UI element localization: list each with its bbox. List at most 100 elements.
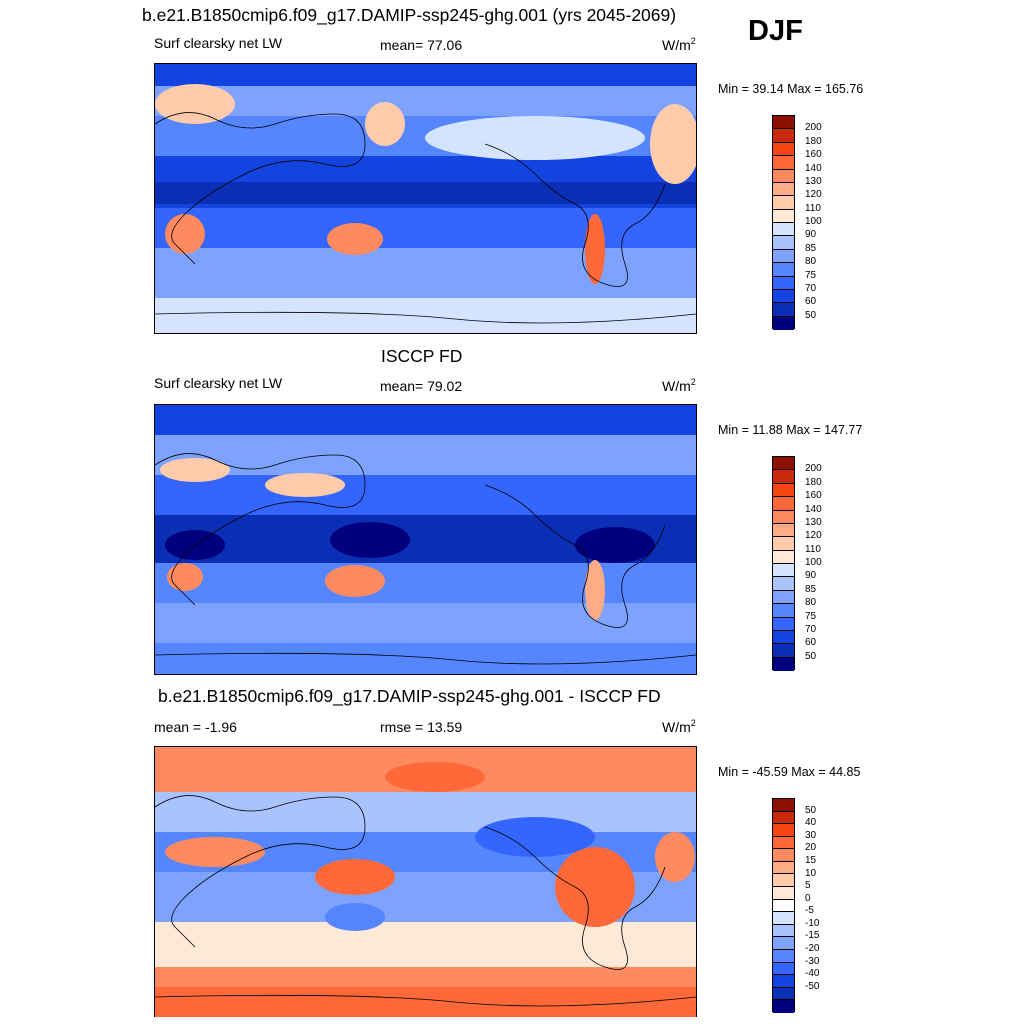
colorbar-swatch	[773, 303, 794, 317]
colorbar-swatch	[773, 483, 794, 498]
colorbar-swatch	[773, 824, 794, 837]
panel1-map	[154, 63, 700, 334]
panel3-units: W/m2	[662, 718, 696, 735]
colorbar-tick-label: 85	[805, 583, 817, 595]
colorbar-swatch	[773, 657, 794, 671]
colorbar-tick-label: 40	[805, 817, 817, 829]
colorbar-swatch	[773, 937, 794, 950]
colorbar-swatch	[773, 849, 794, 862]
colorbar-tick-label: 180	[805, 476, 822, 488]
colorbar-swatch	[773, 196, 794, 210]
panel2-coastline	[154, 453, 366, 606]
colorbar-swatch	[773, 169, 794, 183]
colorbar-tick-label: 5	[805, 880, 811, 892]
panel1-map-svg	[154, 64, 700, 333]
colorbar-swatch	[773, 604, 794, 618]
colorbar-tick-label: 60	[805, 637, 817, 649]
colorbar-tick-label: -20	[805, 943, 820, 955]
colorbar-tick-label: 160	[805, 490, 822, 502]
colorbar-swatch	[773, 874, 794, 888]
panel3-title: b.e21.B1850cmip6.f09_g17.DAMIP-ssp245-gh…	[158, 686, 661, 706]
colorbar-swatch	[773, 962, 794, 976]
panel3-colorbar-swatches	[772, 798, 795, 1013]
colorbar-tick-label: 200	[805, 122, 822, 134]
colorbar-swatch	[773, 470, 794, 484]
panel1-variable-label: Surf clearsky net LW	[154, 35, 283, 51]
colorbar-tick-label: 80	[805, 597, 817, 609]
colorbar-tick-label: 130	[805, 175, 822, 187]
panel1-title: b.e21.B1850cmip6.f09_g17.DAMIP-ssp245-gh…	[142, 5, 677, 25]
colorbar-swatch	[773, 836, 794, 850]
colorbar-swatch	[773, 236, 794, 250]
colorbar-swatch	[773, 156, 794, 170]
colorbar-swatch	[773, 263, 794, 277]
colorbar-tick-label: 20	[805, 842, 817, 854]
panel3-colorbar: 50 40 30 20 15 10 5 0 -5 -10 -15 -20 -30 -40 -50	[772, 798, 819, 1013]
panel1-coastline	[154, 112, 366, 265]
colorbar-tick-label: -15	[805, 930, 820, 942]
colorbar-tick-label: 0	[805, 892, 811, 904]
colorbar-swatch	[773, 249, 794, 264]
colorbar-tick-label: 30	[805, 829, 817, 841]
panel3-map-svg	[154, 747, 697, 1017]
panel1-colorbar: 200 180 160 140 130 120 110 100 90 85 80 75 70 60 50	[772, 115, 822, 330]
colorbar-swatch	[773, 912, 794, 925]
panel3-minmax: Min = -45.59 Max = 44.85	[718, 765, 861, 779]
colorbar-swatch	[773, 577, 794, 591]
colorbar-swatch	[773, 811, 794, 825]
colorbar-swatch	[773, 861, 794, 875]
colorbar-tick-label: 10	[805, 867, 817, 879]
colorbar-tick-label: 50	[805, 804, 817, 816]
colorbar-tick-label: 130	[805, 516, 822, 528]
colorbar-tick-label: 50	[805, 650, 817, 662]
colorbar-tick-label: 75	[805, 610, 817, 622]
panel2-variable-label: Surf clearsky net LW	[154, 375, 283, 391]
panel2-colorbar-swatches	[772, 456, 795, 671]
colorbar-tick-label: 60	[805, 296, 817, 308]
colorbar-tick-label: 110	[805, 543, 821, 555]
panel3-coastline	[154, 795, 366, 948]
colorbar-tick-label: 85	[805, 242, 817, 254]
colorbar-tick-label: 120	[805, 189, 822, 201]
colorbar-swatch	[773, 799, 794, 812]
panel1-mean-label: mean= 77.06	[380, 37, 463, 53]
panel2-units: W/m2	[662, 377, 696, 394]
panel1-minmax: Min = 39.14 Max = 165.76	[718, 82, 864, 96]
colorbar-tick-label: 180	[805, 135, 822, 147]
panel2-title: ISCCP FD	[381, 346, 463, 366]
colorbar-swatch	[773, 987, 794, 1001]
colorbar-swatch	[773, 457, 794, 471]
colorbar-tick-label: 70	[805, 282, 817, 294]
panel3-mean-label: mean = -1.96	[154, 719, 237, 735]
colorbar-tick-label: -40	[805, 968, 820, 980]
colorbar-tick-label: 90	[805, 570, 817, 582]
colorbar-swatch	[773, 523, 794, 538]
colorbar-tick-label: -30	[805, 955, 820, 967]
colorbar-swatch	[773, 209, 794, 223]
colorbar-tick-label: 15	[805, 854, 817, 866]
colorbar-tick-label: 75	[805, 269, 817, 281]
colorbar-tick-label: -5	[805, 905, 814, 917]
colorbar-tick-label: 70	[805, 623, 817, 635]
colorbar-tick-label: 120	[805, 530, 822, 542]
colorbar-swatch	[773, 1000, 794, 1013]
colorbar-swatch	[773, 537, 794, 551]
panel2-map-svg	[154, 405, 697, 674]
colorbar-swatch	[773, 924, 794, 938]
colorbar-tick-label: 100	[805, 557, 822, 568]
colorbar-tick-label: -50	[805, 980, 820, 992]
colorbar-tick-label: 50	[805, 309, 817, 321]
colorbar-swatch	[773, 116, 794, 130]
panel2-mean-label: mean= 79.02	[380, 378, 463, 394]
colorbar-tick-label: 80	[805, 256, 817, 268]
colorbar-swatch	[773, 276, 794, 290]
colorbar-swatch	[773, 590, 794, 605]
panel1-colorbar-swatches	[772, 115, 795, 330]
colorbar-tick-label: 90	[805, 229, 817, 241]
colorbar-swatch	[773, 630, 794, 645]
colorbar-swatch	[773, 510, 794, 524]
colorbar-swatch	[773, 289, 794, 304]
colorbar-swatch	[773, 550, 794, 564]
panel1-units: W/m2	[662, 36, 696, 53]
colorbar-tick-label: 140	[805, 162, 822, 174]
